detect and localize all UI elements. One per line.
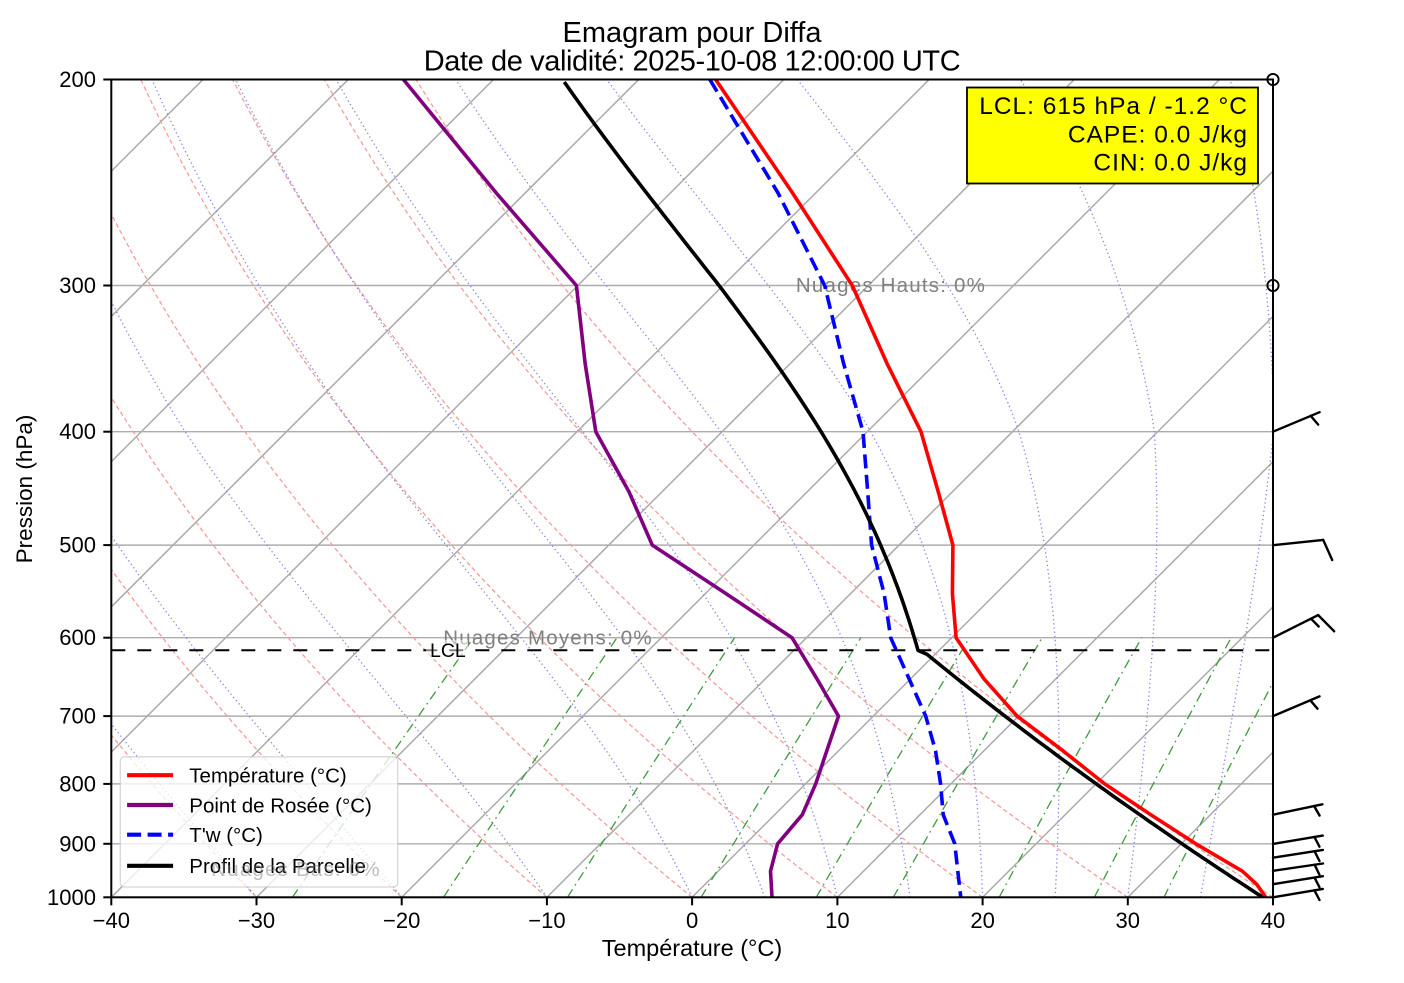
svg-text:Emagram pour Diffa: Emagram pour Diffa bbox=[563, 17, 823, 49]
svg-text:500: 500 bbox=[59, 533, 96, 558]
svg-text:600: 600 bbox=[59, 625, 96, 650]
svg-text:LCL: LCL bbox=[430, 640, 466, 662]
svg-text:Date de validité: 2025-10-08 1: Date de validité: 2025-10-08 12:00:00 UT… bbox=[424, 46, 961, 78]
svg-text:400: 400 bbox=[59, 419, 96, 444]
svg-text:Nuages Bas: 0%: Nuages Bas: 0% bbox=[211, 858, 381, 881]
svg-text:Pression (hPa): Pression (hPa) bbox=[12, 415, 37, 564]
svg-text:700: 700 bbox=[59, 704, 96, 729]
svg-text:900: 900 bbox=[59, 831, 96, 856]
svg-text:30: 30 bbox=[1116, 908, 1140, 933]
svg-text:−30: −30 bbox=[238, 908, 275, 933]
svg-text:−20: −20 bbox=[383, 908, 420, 933]
svg-text:Température (°C): Température (°C) bbox=[189, 765, 346, 788]
svg-text:CAPE: 0.0 J/kg: CAPE: 0.0 J/kg bbox=[1068, 121, 1248, 148]
svg-text:T'w (°C): T'w (°C) bbox=[189, 824, 263, 847]
svg-text:CIN: 0.0 J/kg: CIN: 0.0 J/kg bbox=[1093, 150, 1248, 177]
svg-text:300: 300 bbox=[59, 273, 96, 298]
svg-text:0: 0 bbox=[686, 908, 698, 933]
svg-text:800: 800 bbox=[59, 771, 96, 796]
svg-text:Profil de la Parcelle: Profil de la Parcelle bbox=[189, 855, 366, 878]
svg-text:1000: 1000 bbox=[47, 885, 96, 910]
svg-text:Température (°C): Température (°C) bbox=[602, 935, 782, 961]
svg-text:−10: −10 bbox=[528, 908, 565, 933]
svg-text:200: 200 bbox=[59, 67, 96, 92]
svg-text:Point de Rosée (°C): Point de Rosée (°C) bbox=[189, 794, 372, 817]
svg-text:−40: −40 bbox=[93, 908, 130, 933]
svg-text:20: 20 bbox=[970, 908, 994, 933]
svg-text:LCL: 615 hPa / -1.2 °C: LCL: 615 hPa / -1.2 °C bbox=[979, 93, 1248, 120]
svg-text:40: 40 bbox=[1261, 908, 1285, 933]
svg-text:10: 10 bbox=[825, 908, 849, 933]
svg-text:Nuages Hauts: 0%: Nuages Hauts: 0% bbox=[796, 274, 986, 297]
svg-text:Nuages Moyens: 0%: Nuages Moyens: 0% bbox=[443, 626, 653, 649]
